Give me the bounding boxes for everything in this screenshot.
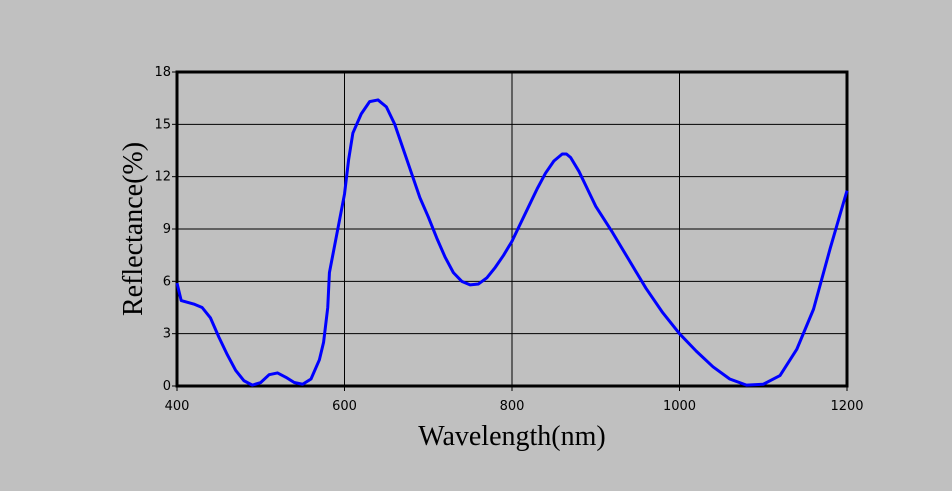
y-tick-label: 12 <box>154 170 171 185</box>
y-tick-label: 15 <box>154 117 171 132</box>
x-tick-label: 1200 <box>830 399 863 414</box>
y-tick-label: 0 <box>163 379 171 394</box>
x-tick-label: 800 <box>500 399 525 414</box>
x-tick-label: 400 <box>165 399 190 414</box>
y-tick-label: 9 <box>163 222 171 237</box>
y-tick-label: 3 <box>163 327 171 342</box>
y-tick-label: 6 <box>163 274 171 289</box>
y-tick-label: 18 <box>154 65 171 80</box>
y-axis-title: Reflectance(%) <box>118 142 149 316</box>
data-line <box>175 98 849 387</box>
x-tick-label: 600 <box>332 399 357 414</box>
plot-frame <box>175 70 849 388</box>
x-tick-label: 1000 <box>663 399 696 414</box>
x-axis-title: Wavelength(nm) <box>418 421 605 452</box>
